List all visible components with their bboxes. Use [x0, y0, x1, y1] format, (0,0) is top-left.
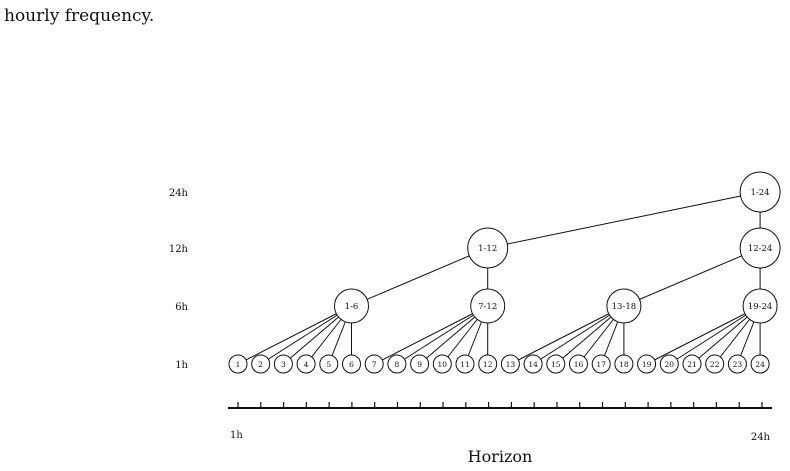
- node-label: 5: [326, 360, 331, 369]
- node-label: 19: [642, 360, 652, 369]
- node-14: 14: [523, 354, 543, 374]
- level-label-24h: 24h: [169, 188, 189, 199]
- node-label: 12: [483, 360, 493, 369]
- level-label-6h: 6h: [175, 302, 188, 313]
- node-9: 9: [410, 354, 430, 374]
- node-label: 17: [596, 360, 606, 369]
- edge-13-18-to-13: [510, 305, 625, 365]
- node-1: 1: [228, 354, 248, 374]
- node-label: 13-18: [612, 302, 637, 312]
- node-label: 10: [438, 360, 448, 369]
- node-label: 18: [619, 360, 629, 369]
- edges-group: [237, 191, 761, 365]
- node-2: 2: [251, 354, 271, 374]
- node-17: 17: [591, 354, 611, 374]
- node-10: 10: [432, 354, 452, 374]
- node-label: 1-6: [345, 302, 359, 312]
- node-18: 18: [614, 354, 634, 374]
- edge-19-24-to-19: [646, 305, 761, 365]
- node-19: 19: [637, 354, 657, 374]
- node-label: 1-12: [478, 244, 497, 254]
- node-5: 5: [319, 354, 339, 374]
- level-labels-group: 24h 12h 6h 1h: [169, 188, 189, 371]
- axis-start-label: 1h: [230, 430, 243, 441]
- node-label: 12-24: [748, 244, 773, 254]
- level-label-12h: 12h: [169, 244, 189, 255]
- node-8: 8: [387, 354, 407, 374]
- node-22: 22: [705, 354, 725, 374]
- level-label-1h: 1h: [175, 360, 188, 371]
- node-13: 13: [500, 354, 520, 374]
- edge-1-6-to-1: [237, 305, 352, 365]
- node-11: 11: [455, 354, 475, 374]
- node-label: 21: [687, 360, 697, 369]
- node-4: 4: [296, 354, 316, 374]
- nodes-group: 1-241-12 12-241-6 7-12 13-18 19-241 2 3 4 5 6 7 8 9 1…: [228, 171, 781, 374]
- edge-7-12-to-8: [396, 305, 488, 365]
- node-19-24: 19-24: [742, 288, 778, 324]
- horizon-axis: 1h 24h Horizon: [228, 402, 772, 466]
- axis-title: Horizon: [468, 447, 533, 466]
- node-7: 7: [364, 354, 384, 374]
- edge-13-18-to-14: [532, 305, 625, 365]
- node-label: 14: [528, 360, 538, 369]
- node-20: 20: [659, 354, 679, 374]
- node-label: 15: [551, 360, 561, 369]
- node-label: 3: [281, 360, 286, 369]
- edge-12-24-to-13-18: [623, 247, 761, 307]
- node-label: 8: [395, 360, 400, 369]
- node-label: 19-24: [748, 302, 773, 312]
- edge-19-24-to-20: [669, 305, 761, 365]
- node-1-6: 1-6: [334, 288, 369, 324]
- node-label: 2: [258, 360, 263, 369]
- node-12-24: 12-24: [739, 227, 781, 269]
- node-label: 7-12: [478, 302, 497, 312]
- node-1-24: 1-24: [739, 171, 781, 213]
- node-label: 11: [460, 360, 470, 369]
- node-label: 13: [506, 360, 516, 369]
- node-label: 23: [733, 360, 743, 369]
- node-label: 6: [349, 360, 354, 369]
- node-13-18: 13-18: [606, 288, 642, 324]
- node-label: 22: [710, 360, 720, 369]
- node-15: 15: [546, 354, 566, 374]
- axis-end-label: 24h: [751, 432, 771, 443]
- node-23: 23: [727, 354, 747, 374]
- edge-1-24-to-1-12: [487, 191, 761, 249]
- node-label: 24: [755, 360, 765, 369]
- edge-1-12-to-1-6: [351, 247, 488, 307]
- node-label: 4: [304, 360, 309, 369]
- node-21: 21: [682, 354, 702, 374]
- node-label: 9: [417, 360, 422, 369]
- node-16: 16: [569, 354, 588, 374]
- intro-text: hourly frequency.: [4, 6, 155, 26]
- node-label: 20: [665, 360, 675, 369]
- node-label: 16: [574, 360, 584, 369]
- node-24: 24: [750, 354, 770, 374]
- node-6: 6: [342, 354, 361, 374]
- node-label: 1-24: [751, 188, 770, 198]
- node-label: 1: [236, 360, 241, 369]
- edge-7-12-to-7: [373, 305, 488, 365]
- edge-1-6-to-2: [260, 305, 352, 365]
- node-label: 7: [372, 360, 377, 369]
- node-3: 3: [273, 354, 293, 374]
- node-12: 12: [478, 354, 498, 374]
- node-7-12: 7-12: [470, 288, 506, 324]
- node-1-12: 1-12: [467, 227, 509, 269]
